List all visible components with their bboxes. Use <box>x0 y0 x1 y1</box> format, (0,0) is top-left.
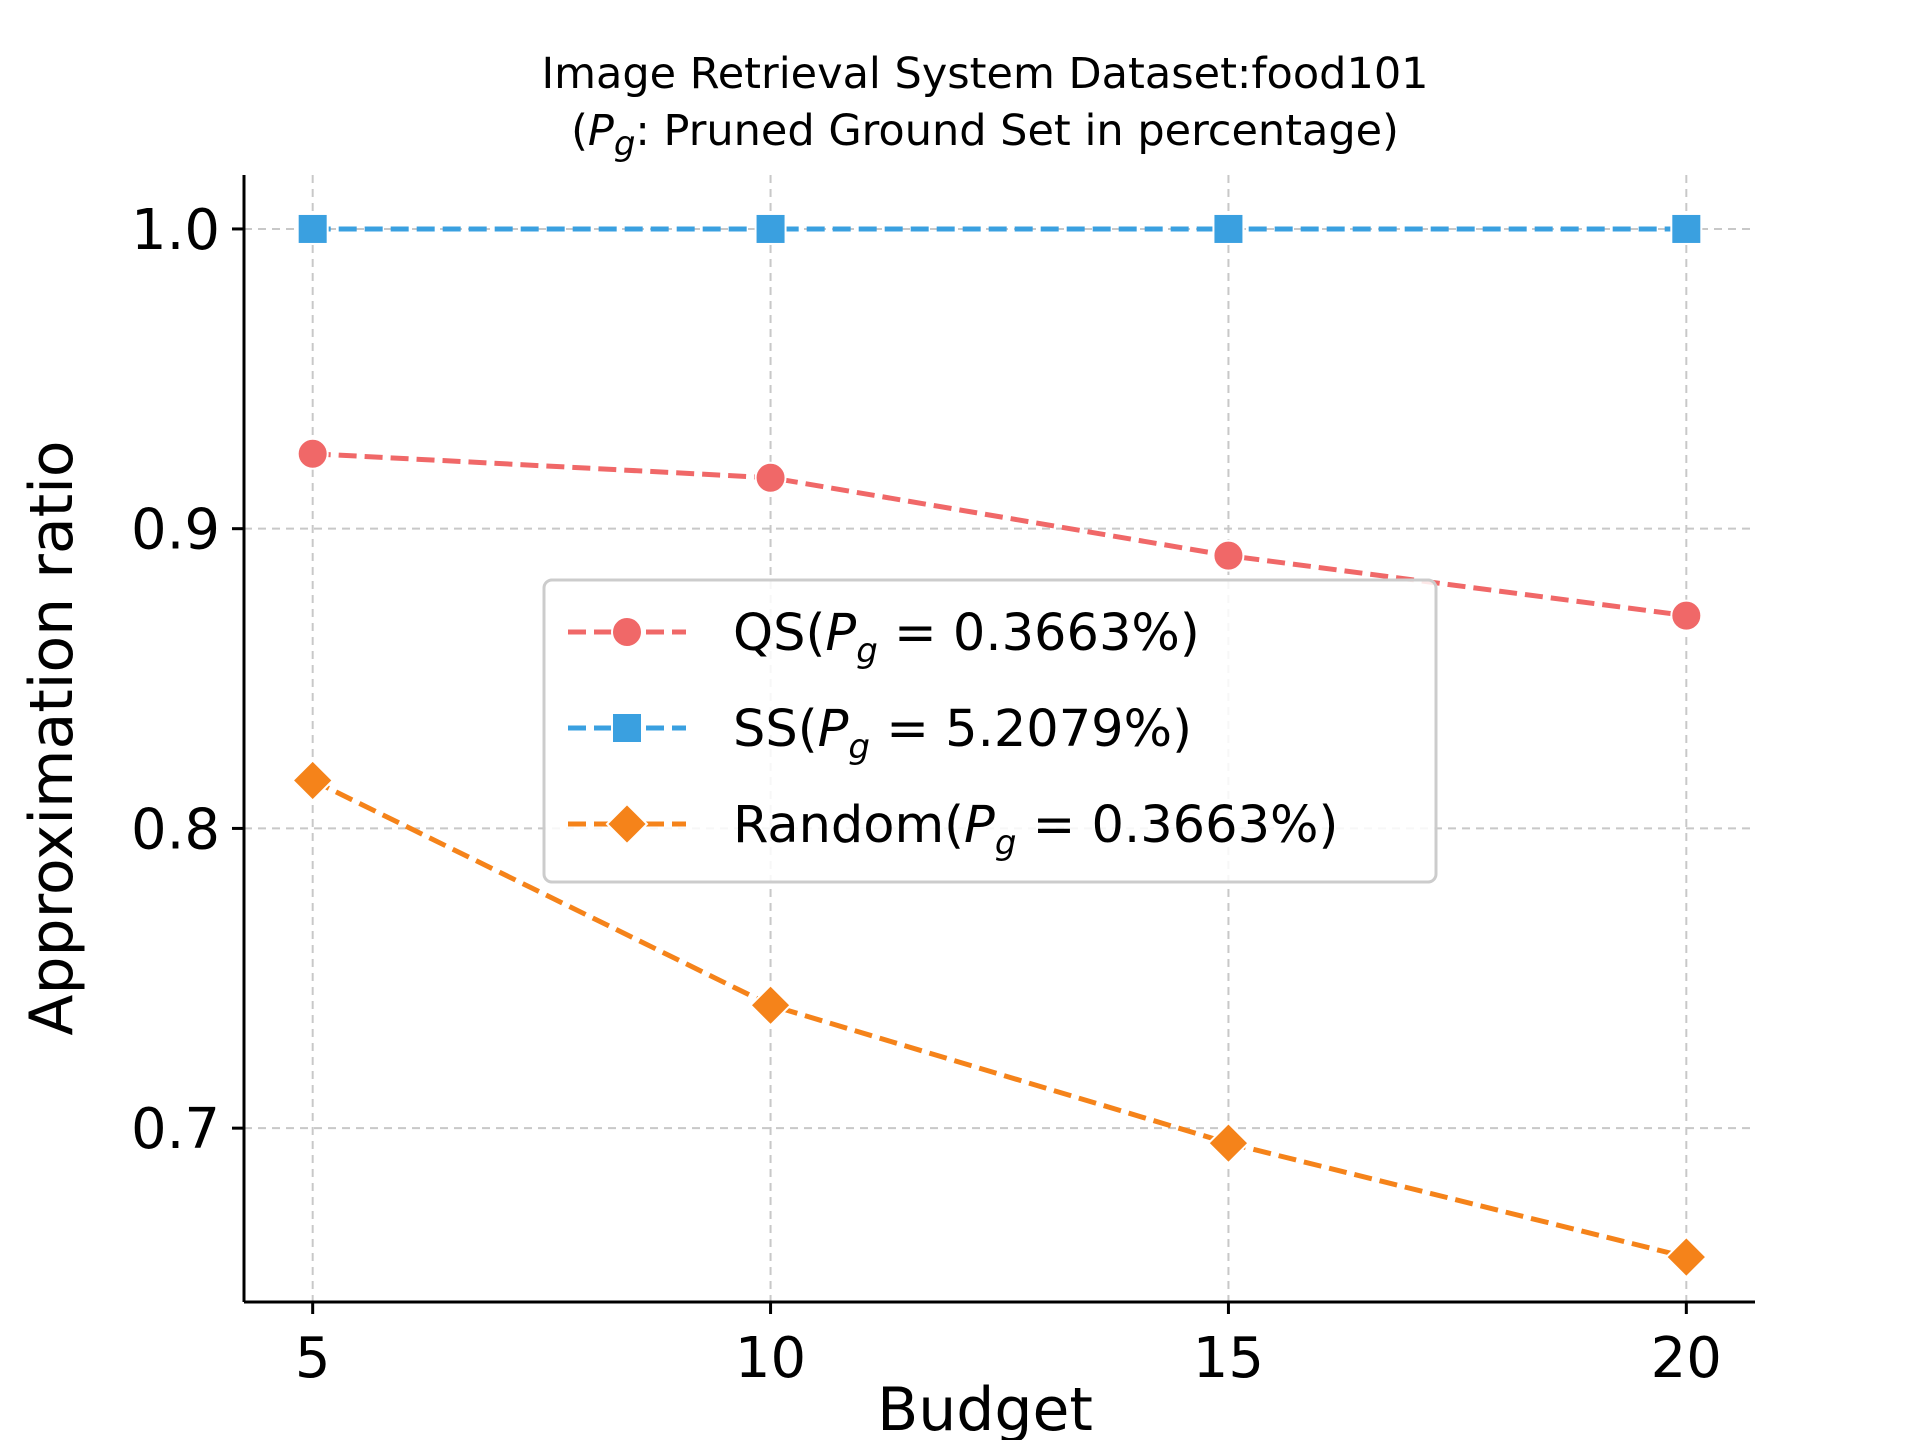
data-point <box>296 437 329 470</box>
legend-label: Random(Pg = 0.3663%) <box>733 796 1338 863</box>
chart-subtitle: (Pg: Pruned Ground Set in percentage) <box>571 106 1399 164</box>
data-point <box>296 212 329 245</box>
data-point <box>754 212 787 245</box>
chart-title: Image Retrieval System Dataset:food101 <box>541 49 1428 99</box>
legend-entry: SS(Pg = 5.2079%) <box>568 700 1192 767</box>
legend: QS(Pg = 0.3663%) SS(Pg = 5.2079%) Random(P… <box>542 578 1438 884</box>
axes <box>232 175 1755 1314</box>
x-axis-title: Budget <box>877 1375 1093 1440</box>
y-tick-label: 0.7 <box>131 1097 220 1162</box>
y-tick-label: 0.8 <box>131 797 220 862</box>
data-point <box>1207 1121 1250 1165</box>
x-tick-label: 15 <box>1193 1326 1264 1391</box>
series-square <box>296 212 1703 245</box>
data-point <box>1212 539 1245 572</box>
x-tick-label: 10 <box>735 1326 806 1391</box>
series-line <box>312 451 1687 619</box>
legend-swatch-marker <box>611 712 643 744</box>
y-axis-title: Approximation ratio <box>17 440 87 1035</box>
series-line <box>311 778 1687 1260</box>
data-point <box>754 461 787 494</box>
series-diamond <box>291 759 1708 1279</box>
x-tick-label: 20 <box>1651 1326 1722 1391</box>
y-tick-label: 0.9 <box>131 498 220 563</box>
legend-swatch-marker <box>605 802 649 846</box>
legend-label: QS(Pg = 0.3663%) <box>733 604 1200 671</box>
legend-entry: QS(Pg = 0.3663%) <box>568 604 1200 671</box>
data-point <box>749 983 792 1027</box>
data-point <box>1670 212 1703 245</box>
data-point <box>1212 212 1245 245</box>
legend-frame <box>542 578 1438 884</box>
data-point <box>1664 1235 1708 1279</box>
series-circle <box>296 437 1703 632</box>
legend-entry: Random(Pg = 0.3663%) <box>568 796 1338 863</box>
legend-label: SS(Pg = 5.2079%) <box>733 700 1192 767</box>
legend-swatch-marker <box>611 616 643 648</box>
y-tick-label: 1.0 <box>131 198 220 263</box>
x-tick-label: 5 <box>295 1326 331 1391</box>
data-point <box>1670 599 1703 632</box>
data-point <box>291 759 335 802</box>
series-layer <box>291 212 1708 1279</box>
tick-labels: 5 10 15 20 0.7 0.8 0.9 1.0 <box>131 198 1722 1391</box>
